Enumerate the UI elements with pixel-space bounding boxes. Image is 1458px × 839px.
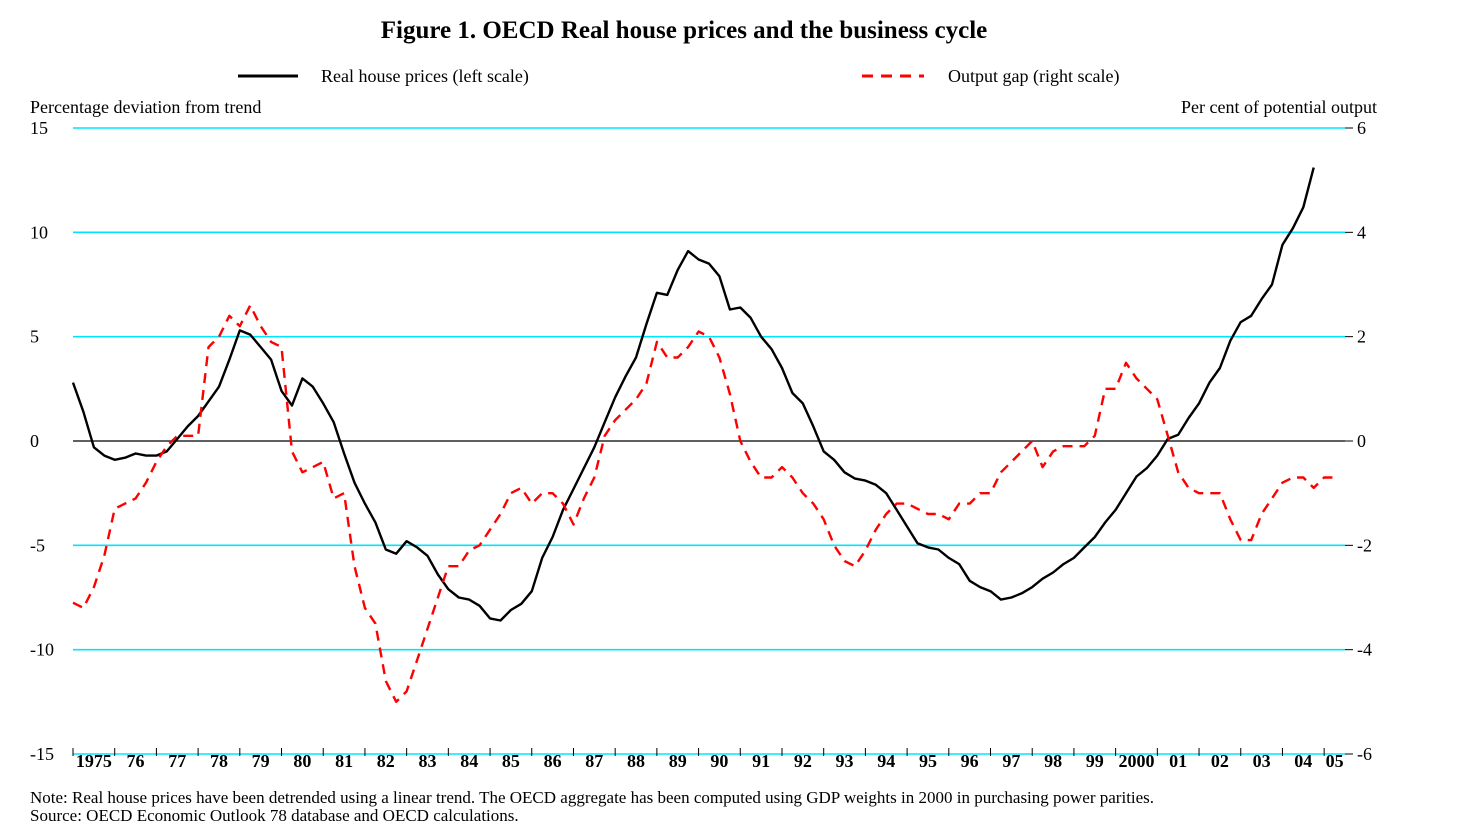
- x-tick-label: 98: [1044, 751, 1062, 771]
- x-tick-label: 83: [418, 751, 436, 771]
- chart-source: Source: OECD Economic Outlook 78 databas…: [30, 806, 519, 825]
- x-tick-label: 97: [1002, 751, 1020, 771]
- chart-note: Note: Real house prices have been detren…: [30, 788, 1155, 807]
- left-tick-label: 15: [30, 118, 48, 138]
- x-tick-label: 80: [293, 751, 311, 771]
- right-tick-label: 0: [1357, 431, 1366, 451]
- right-tick-label: 4: [1357, 222, 1366, 242]
- x-tick-label: 85: [502, 751, 520, 771]
- gridlines: [73, 127, 1345, 755]
- x-tick-label: 95: [919, 751, 937, 771]
- left-tick-label: -5: [30, 535, 45, 555]
- right-tick-label: -2: [1357, 535, 1372, 555]
- x-tick-label: 01: [1169, 751, 1187, 771]
- x-tick-label: 79: [252, 751, 270, 771]
- x-tick-label: 81: [335, 751, 353, 771]
- left-tick-label: -15: [30, 744, 54, 764]
- x-tick-label: 03: [1253, 751, 1271, 771]
- left-axis-label: Percentage deviation from trend: [30, 97, 261, 117]
- x-tick-label: 2000: [1118, 751, 1154, 771]
- x-tick-label: 76: [127, 751, 145, 771]
- x-tick-label: 88: [627, 751, 645, 771]
- x-tick-label: 94: [877, 751, 895, 771]
- x-tick-label: 87: [585, 751, 603, 771]
- x-tick-label: 90: [710, 751, 728, 771]
- x-tick-label: 99: [1086, 751, 1104, 771]
- right-axis-label: Per cent of potential output: [1181, 97, 1377, 117]
- x-tick-label: 1975: [76, 751, 112, 771]
- left-tick-label: -10: [30, 640, 54, 660]
- right-tick-label: -6: [1357, 744, 1372, 764]
- left-tick-label: 0: [30, 431, 39, 451]
- x-tick-label: 93: [836, 751, 854, 771]
- series-line-house-prices: [71, 167, 1315, 622]
- legend-label-output-gap: Output gap (right scale): [948, 66, 1119, 87]
- axis-ticks: 15 10 5 0 -5 -10 -15 6 4 2 0 -2 -4 -6 1975 76 77 78 79 80 81…: [30, 118, 1372, 771]
- x-tick-label: 04: [1294, 751, 1312, 771]
- legend: Real house prices (left scale) Output ga…: [238, 66, 1119, 87]
- x-tick-label: 78: [210, 751, 228, 771]
- x-tick-label: 84: [460, 751, 478, 771]
- chart-title: Figure 1. OECD Real house prices and the…: [381, 17, 988, 44]
- x-tick-label: 96: [961, 751, 979, 771]
- left-tick-label: 10: [30, 222, 48, 242]
- right-tick-label: -4: [1357, 640, 1372, 660]
- x-tick-label: 77: [168, 751, 186, 771]
- x-tick-label: 82: [377, 751, 395, 771]
- x-tick-label: 91: [752, 751, 770, 771]
- right-tick-label: 6: [1357, 118, 1366, 138]
- legend-label-house-prices: Real house prices (left scale): [321, 66, 529, 87]
- series-line-output-gap: [72, 304, 1335, 703]
- x-tick-label: 05: [1326, 751, 1344, 771]
- right-tick-label: 2: [1357, 327, 1366, 347]
- x-tick-label: 92: [794, 751, 812, 771]
- x-tick-label: 02: [1211, 751, 1229, 771]
- left-tick-label: 5: [30, 327, 39, 347]
- series-lines: [71, 167, 1335, 703]
- x-tick-label: 86: [544, 751, 562, 771]
- x-tick-label: 89: [669, 751, 687, 771]
